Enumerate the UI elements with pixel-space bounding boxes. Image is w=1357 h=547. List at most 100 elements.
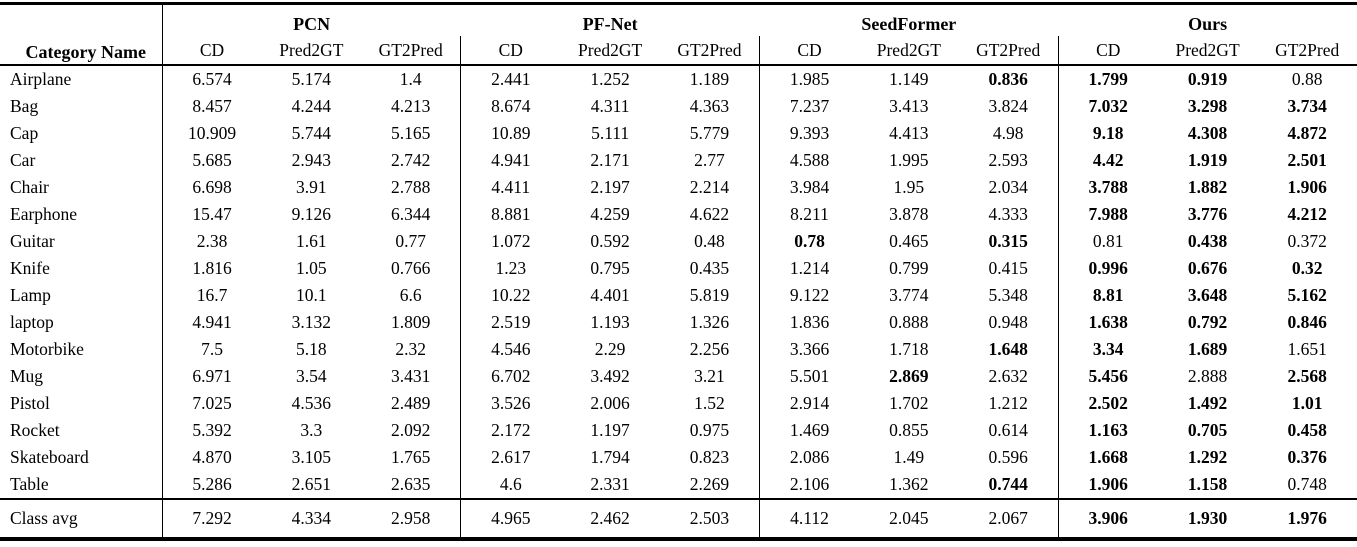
value-cell: 3.413 — [889, 96, 929, 116]
value-cell: 1.638 — [1057, 309, 1158, 336]
value-cell: 6.6 — [399, 285, 422, 305]
value-cell: 1.52 — [694, 393, 725, 413]
value-cell: 2.38 — [161, 228, 262, 255]
category-cell: Skateboard — [0, 444, 163, 471]
method-header-pfnet: PF-Net — [582, 14, 638, 34]
table-row: Cap 10.909 5.744 5.165 10.89 5.111 5.779 9.393 4… — [0, 120, 1357, 147]
value-cell: 9.122 — [758, 282, 860, 309]
value-cell: 4.536 — [291, 393, 332, 413]
metric-header-pred2gt: Pred2GT — [560, 36, 660, 66]
value-cell: 10.22 — [460, 282, 561, 309]
value-cell: 3.21 — [694, 366, 725, 386]
category-cell: Knife — [0, 255, 163, 282]
value-cell: 1.906 — [1057, 471, 1158, 499]
value-cell: 1.214 — [758, 255, 860, 282]
value-cell: 4.333 — [988, 204, 1028, 224]
value-cell: 5.685 — [161, 147, 262, 174]
value-cell: 1.49 — [893, 447, 925, 467]
value-cell: 3.91 — [296, 177, 327, 197]
table-row: Bag 8.457 4.244 4.213 8.674 4.311 4.363 7.237 3.… — [0, 93, 1357, 120]
value-cell: 0.81 — [1057, 228, 1158, 255]
value-cell: 9.18 — [1057, 120, 1158, 147]
table-row: laptop 4.941 3.132 1.809 2.519 1.193 1.326 1.83… — [0, 309, 1357, 336]
value-cell: 1.362 — [889, 474, 929, 494]
value-cell: 1.906 — [1287, 177, 1327, 197]
table-row: Pistol 7.025 4.536 2.489 3.526 2.006 1.52 2.914… — [0, 390, 1357, 417]
table-row: Car 5.685 2.943 2.742 4.941 2.171 2.77 4.588 1.9… — [0, 147, 1357, 174]
value-cell: 4.259 — [590, 204, 630, 224]
value-cell: 1.212 — [988, 393, 1028, 413]
value-cell: 15.47 — [161, 201, 262, 228]
value-cell: 1.976 — [1257, 498, 1357, 539]
value-cell: 1.469 — [758, 417, 860, 444]
value-cell: 4.413 — [889, 123, 929, 143]
category-cell: laptop — [0, 309, 163, 336]
value-cell: 7.237 — [758, 93, 860, 120]
value-cell: 0.888 — [889, 312, 929, 332]
value-cell: 2.086 — [758, 444, 860, 471]
value-cell: 2.256 — [689, 339, 730, 359]
value-cell: 2.197 — [590, 177, 630, 197]
value-cell: 0.315 — [988, 231, 1028, 251]
value-cell: 0.705 — [1187, 420, 1228, 440]
value-cell: 0.792 — [1187, 312, 1228, 332]
value-cell: 0.744 — [988, 474, 1028, 494]
value-cell: 5.744 — [291, 123, 332, 143]
value-cell: 0.799 — [889, 258, 929, 278]
value-cell: 3.774 — [889, 285, 929, 305]
value-cell: 5.286 — [161, 471, 262, 499]
value-cell: 1.61 — [296, 231, 327, 251]
value-cell: 1.648 — [988, 339, 1028, 359]
value-cell: 0.32 — [1291, 258, 1323, 278]
value-cell: 8.881 — [460, 201, 561, 228]
value-cell: 0.855 — [889, 420, 929, 440]
value-cell: 3.776 — [1187, 204, 1228, 224]
table-row: Rocket 5.392 3.3 2.092 2.172 1.197 0.975 1.469 0… — [0, 417, 1357, 444]
value-cell: 2.106 — [758, 471, 860, 499]
table-row: Knife 1.816 1.05 0.766 1.23 0.795 0.435 1.214 0.… — [0, 255, 1357, 282]
value-cell: 5.162 — [1287, 285, 1327, 305]
value-cell: 5.165 — [391, 123, 431, 143]
value-cell: 0.372 — [1287, 231, 1327, 251]
value-cell: 4.308 — [1187, 123, 1228, 143]
value-cell: 4.588 — [758, 147, 860, 174]
value-cell: 3.878 — [889, 204, 929, 224]
table-row: Mug 6.971 3.54 3.431 6.702 3.492 3.21 5.501 2.86… — [0, 363, 1357, 390]
value-cell: 0.596 — [988, 447, 1028, 467]
value-cell: 9.126 — [291, 204, 332, 224]
value-cell: 2.77 — [694, 150, 725, 170]
value-cell: 0.846 — [1287, 312, 1327, 332]
value-cell: 5.111 — [591, 123, 630, 143]
table-row: Guitar 2.38 1.61 0.77 1.072 0.592 0.48 0.78 0.46… — [0, 228, 1357, 255]
value-cell: 0.614 — [988, 420, 1028, 440]
value-cell: 3.824 — [988, 96, 1028, 116]
value-cell: 7.5 — [161, 336, 262, 363]
value-cell: 0.823 — [689, 447, 730, 467]
class-avg-row: Class avg 7.292 4.334 2.958 4.965 2.462 2.503 4… — [0, 498, 1357, 539]
value-cell: 1.197 — [590, 420, 630, 440]
value-cell: 2.045 — [859, 498, 959, 539]
value-cell: 0.592 — [590, 231, 630, 251]
value-cell: 6.702 — [460, 363, 561, 390]
value-cell: 1.668 — [1057, 444, 1158, 471]
value-cell: 6.971 — [161, 363, 262, 390]
metric-header-row: CD Pred2GT GT2Pred CD Pred2GT GT2Pred CD… — [0, 36, 1357, 66]
value-cell: 2.29 — [594, 339, 626, 359]
value-cell: 4.363 — [689, 96, 730, 116]
value-cell: 2.502 — [1057, 390, 1158, 417]
table-body: Airplane 6.574 5.174 1.4 2.441 1.252 1.189 1.98… — [0, 65, 1357, 499]
value-cell: 1.23 — [460, 255, 561, 282]
value-cell: 6.574 — [161, 65, 262, 93]
value-cell: 1.149 — [889, 69, 929, 89]
value-cell: 1.836 — [758, 309, 860, 336]
value-cell: 2.067 — [958, 498, 1059, 539]
value-cell: 4.334 — [261, 498, 362, 539]
value-cell: 8.457 — [161, 93, 262, 120]
value-cell: 5.18 — [296, 339, 327, 359]
metric-header-gt2pred: GT2Pred — [1257, 36, 1357, 66]
value-cell: 3.366 — [758, 336, 860, 363]
table-row: Motorbike 7.5 5.18 2.32 4.546 2.29 2.256 3.366 1… — [0, 336, 1357, 363]
value-cell: 1.919 — [1187, 150, 1228, 170]
value-cell: 5.392 — [161, 417, 262, 444]
